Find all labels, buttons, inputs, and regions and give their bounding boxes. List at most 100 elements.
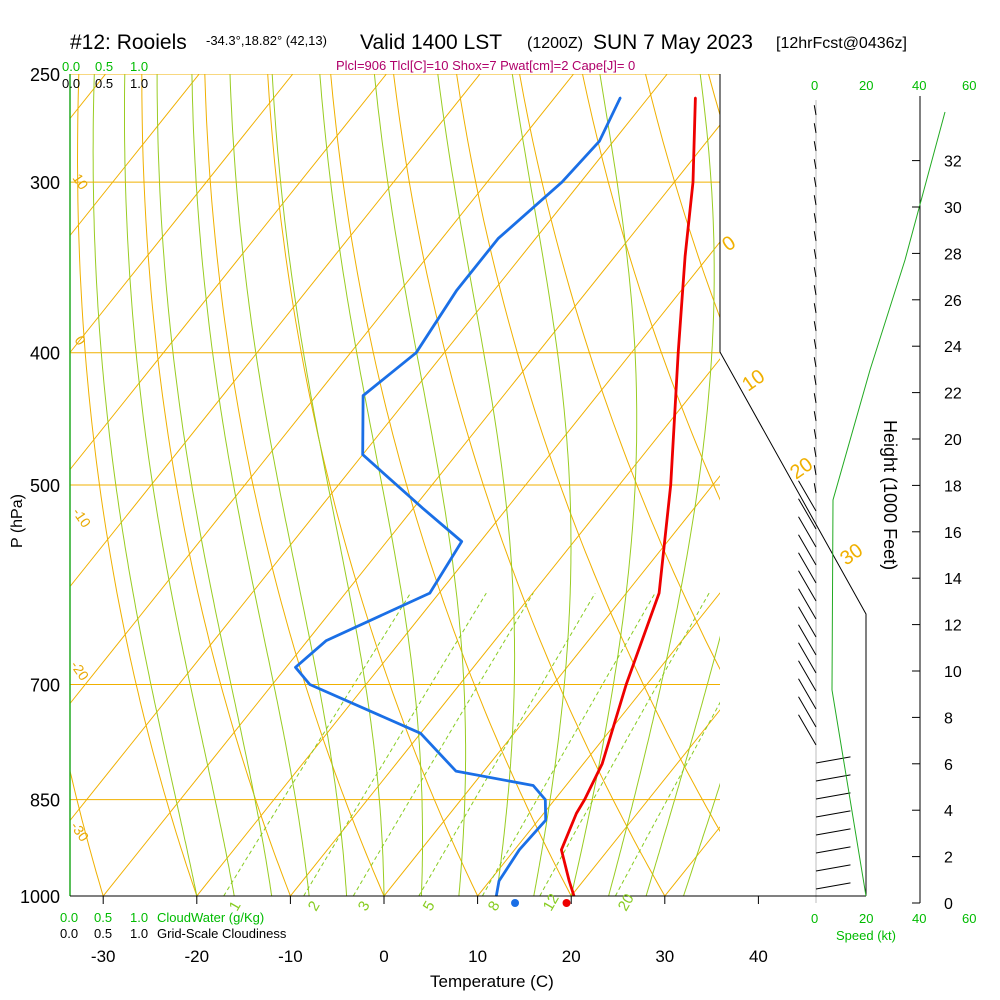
wind-barb xyxy=(798,606,817,638)
mixing-ratio-label: 2 xyxy=(305,898,324,914)
series-dewpoint-point xyxy=(532,784,534,787)
series-temperature-point xyxy=(601,763,603,765)
speed-label: Speed (kt) xyxy=(836,928,896,943)
series-temperature-point xyxy=(625,683,627,686)
wind-barb xyxy=(798,480,817,512)
y-axis-title: P (hPa) xyxy=(9,494,26,548)
series-dewpoint-point xyxy=(325,639,327,642)
isotherm-line xyxy=(70,74,387,471)
wind-barb xyxy=(798,624,817,656)
dry-adiabat-line xyxy=(141,74,291,896)
moist-label: 30 xyxy=(836,539,867,570)
series-dewpoint-point xyxy=(456,289,458,291)
dry-adiabat-line xyxy=(0,50,17,925)
moist-adiabat-line xyxy=(92,74,198,896)
pressure-tick-label: 300 xyxy=(30,173,60,193)
series-dewpoint-point xyxy=(415,352,417,354)
cloud-scale-top-0: 0.0 xyxy=(62,59,80,74)
height-tick-label: 28 xyxy=(944,246,962,263)
wind-barb xyxy=(798,516,817,548)
series-dewpoint-point xyxy=(294,666,297,668)
height-tick-label: 22 xyxy=(944,386,962,403)
mixing-ratio-line xyxy=(614,701,720,896)
pressure-tick-label: 400 xyxy=(30,344,60,364)
wind-barb xyxy=(813,195,817,206)
wind-barb xyxy=(798,498,817,530)
isotherm-line xyxy=(852,74,1000,896)
wind-barb xyxy=(798,570,817,602)
dry-adiabat-label: 10 xyxy=(70,171,92,193)
cloud-scale-bottom-black-1: 0.5 xyxy=(94,926,112,941)
height-tick-label: 0 xyxy=(944,896,953,913)
x-axis-title: Temperature (C) xyxy=(430,972,554,991)
wind-barb xyxy=(813,249,817,260)
height-curve xyxy=(831,111,946,897)
moist-adiabat-line xyxy=(156,74,273,896)
series-dewpoint-point xyxy=(429,592,431,594)
wind-barb xyxy=(813,357,817,368)
cloud-scale-top-2: 1.0 xyxy=(130,59,148,74)
cloudiness-label: Grid-Scale Cloudiness xyxy=(157,926,287,941)
dry-adiabat-label: -10 xyxy=(70,505,95,531)
series-temperature-point xyxy=(568,880,570,882)
speed-tick-top-3: 60 xyxy=(962,78,976,93)
speed-tick-bottom-3: 60 xyxy=(962,911,976,926)
moist-adiabat-line xyxy=(191,74,310,896)
moist-adiabat-line xyxy=(511,74,572,896)
dry-adiabat-line xyxy=(581,74,720,501)
pressure-tick-label: 500 xyxy=(30,476,60,496)
height-tick-label: 14 xyxy=(944,571,962,588)
mixing-ratio-line xyxy=(303,592,487,896)
series-temperature-point xyxy=(694,96,696,98)
wind-barb xyxy=(798,588,817,620)
series-temperature-point xyxy=(584,799,586,801)
speed-tick-bottom-0: 0 xyxy=(811,911,818,926)
wind-barb xyxy=(798,642,817,674)
cloud-scale-top-black-2: 1.0 xyxy=(130,76,148,91)
series-dewpoint-point xyxy=(422,507,424,509)
mixing-ratio-line xyxy=(539,592,710,896)
height-tick-label: 26 xyxy=(944,293,962,310)
mixing-ratio-line xyxy=(481,592,656,896)
height-tick-label: 24 xyxy=(944,339,962,356)
height-tick-label: 12 xyxy=(944,618,962,635)
mixing-ratio-label: 20 xyxy=(615,891,638,914)
height-tick-label: 2 xyxy=(944,850,953,867)
speed-tick-top-1: 20 xyxy=(859,78,873,93)
height-tick-label: 18 xyxy=(944,478,962,495)
series-temperature-point xyxy=(684,255,686,257)
cloud-scale-bottom-2: 1.0 xyxy=(130,910,148,925)
wind-barb xyxy=(815,846,851,854)
wind-barb xyxy=(813,123,817,134)
wind-barb xyxy=(798,696,817,728)
wind-barb xyxy=(813,429,817,440)
dry-adiabat-line xyxy=(827,50,1000,925)
series-dewpoint-point xyxy=(561,181,563,183)
wind-barb xyxy=(813,285,817,296)
isotherm-line xyxy=(0,74,12,896)
height-tick-label: 30 xyxy=(944,200,962,217)
series-dewpoint-point xyxy=(544,799,546,801)
series-dewpoint-point xyxy=(309,683,311,686)
speed-tick-bottom-1: 20 xyxy=(859,911,873,926)
wind-barb xyxy=(813,267,817,278)
mixing-ratio-label: 12 xyxy=(540,891,563,914)
series-temperature-point xyxy=(658,592,660,594)
wind-barb xyxy=(815,756,851,764)
wind-barb xyxy=(813,447,817,458)
moist-adiabat-line xyxy=(437,74,516,896)
mixing-ratio-label: 5 xyxy=(420,898,439,914)
moist-adiabat-line xyxy=(570,74,638,896)
cloud-scale-bottom-0: 0.0 xyxy=(60,910,78,925)
dry-adiabat-line xyxy=(267,74,479,896)
dry-adiabat-line xyxy=(393,74,666,896)
dry-adiabat-line xyxy=(330,74,572,896)
series-dewpoint-point xyxy=(619,96,622,98)
x-tick-label: -20 xyxy=(185,947,210,966)
series-dewpoint-point xyxy=(362,453,364,456)
dry-adiabat-line xyxy=(456,74,720,833)
pressure-tick-label: 250 xyxy=(30,65,60,85)
wind-barb xyxy=(815,792,851,800)
chart-labels: -30 -20 -10 0 10 20 30 402503004005007008501000… xyxy=(20,65,962,966)
wind-barb xyxy=(813,321,817,332)
